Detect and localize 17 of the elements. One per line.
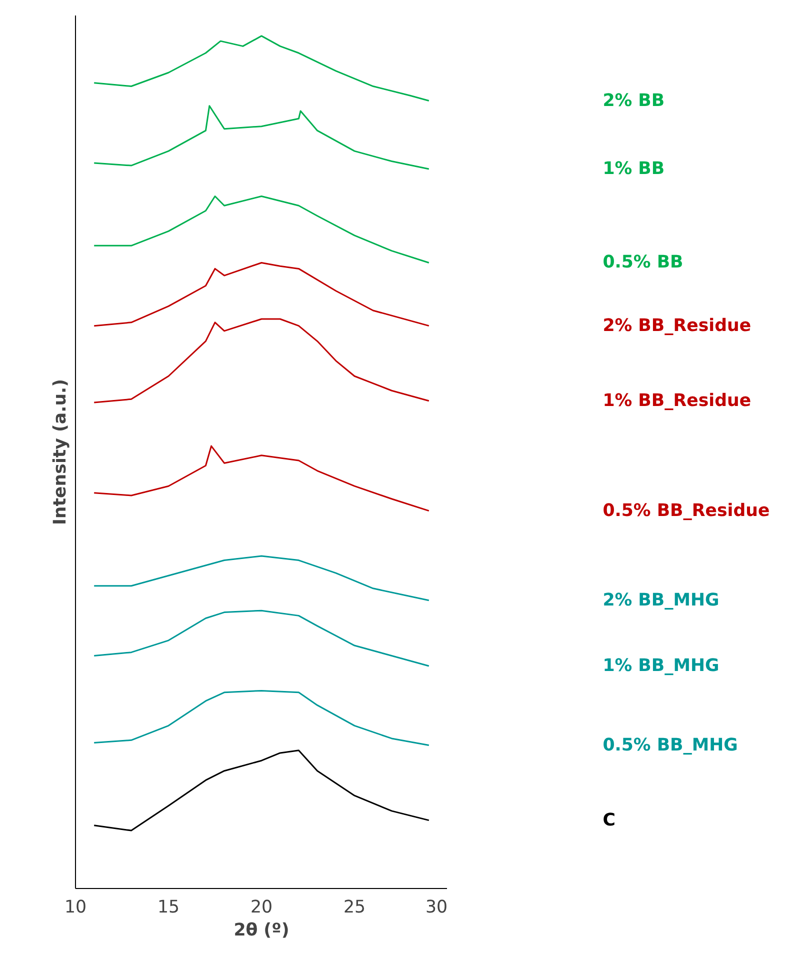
text: 0.5% BB_Residue	[602, 500, 770, 521]
text: 1% BB	[602, 158, 665, 179]
text: 0.5% BB	[602, 252, 684, 273]
x-tick-label: 25	[343, 898, 366, 918]
y-axis-title: Intensity (a.u.)	[50, 378, 70, 526]
text: 1% BB_MHG	[602, 656, 720, 676]
text: C	[602, 810, 616, 830]
x-tick-label: 30	[425, 898, 448, 918]
x-tick-label: 15	[157, 898, 180, 918]
text: 1% BB_Residue	[602, 390, 752, 411]
x-tick-label: 10	[64, 898, 87, 918]
x-axis-title: 2θ (º)	[234, 920, 290, 940]
x-tick-label: 20	[250, 898, 273, 918]
text: 2% BB_Residue	[602, 316, 752, 336]
text: 0.5% BB_MHG	[602, 735, 738, 756]
text: 2% BB_MHG	[602, 590, 720, 610]
text: 2% BB	[602, 90, 665, 111]
